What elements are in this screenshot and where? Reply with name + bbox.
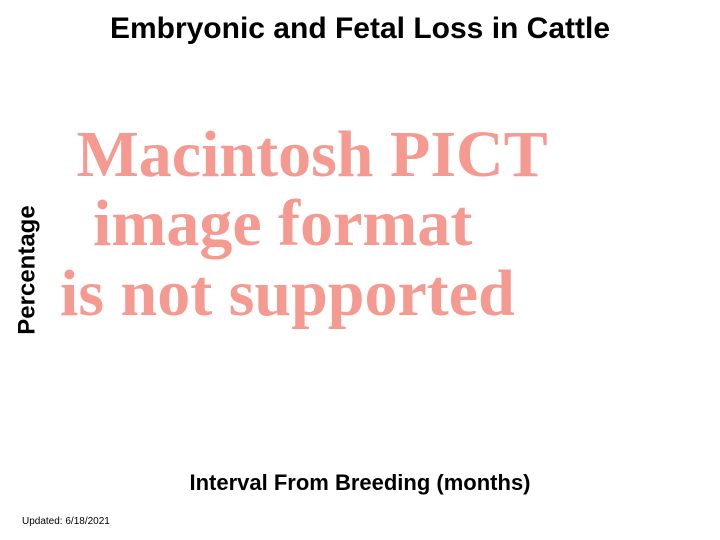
slide-title: Embryonic and Fetal Loss in Cattle	[0, 12, 720, 46]
updated-date: Updated: 6/18/2021	[22, 516, 110, 527]
slide: Embryonic and Fetal Loss in Cattle Perce…	[0, 0, 720, 540]
pict-error-line-1: Macintosh PICT	[60, 120, 690, 189]
y-axis-label: Percentage	[14, 205, 42, 334]
x-axis-label: Interval From Breeding (months)	[0, 470, 720, 496]
pict-error-message: Macintosh PICT image format is not suppo…	[60, 120, 690, 328]
y-axis-label-container: Percentage	[8, 0, 48, 540]
pict-error-line-2: image format	[60, 189, 690, 258]
pict-error-line-3: is not supported	[60, 259, 690, 328]
